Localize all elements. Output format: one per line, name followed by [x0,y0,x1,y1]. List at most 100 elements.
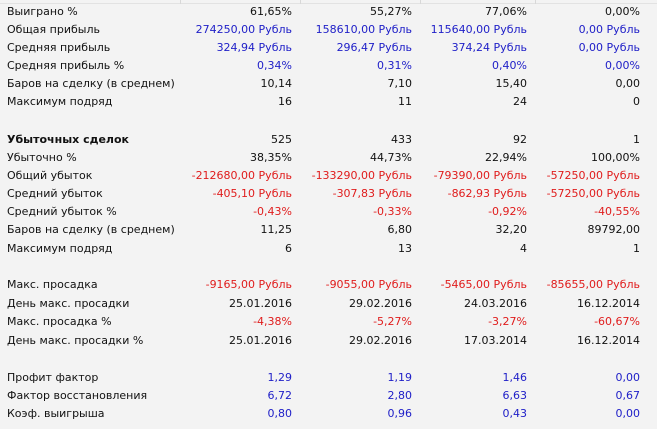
cell-value: 22,94% [485,151,527,164]
cell-value: 0,40% [492,59,527,72]
cell-value: 29.02.2016 [349,334,412,347]
cell-value: -3,27% [488,315,527,328]
cell-value: 0,43 [502,407,528,420]
cell-value: 38,35% [250,151,292,164]
cell-value: -0,92% [488,205,527,218]
cell-value: 0,00% [605,5,640,18]
cell-value: 24 [513,95,527,108]
cell-value: 0,80 [267,407,293,420]
cell-value: 6 [285,242,292,255]
cell-value: -4,38% [253,315,292,328]
table-row: Баров на сделку (в среднем) 10,14 7,10 15,4… [0,75,657,93]
row-label: Средний убыток [7,187,103,200]
cell-value: 25.01.2016 [229,297,292,310]
cell-value: 44,73% [370,151,412,164]
cell-value: 100,00% [591,151,640,164]
cell-value: 4 [520,242,527,255]
row-label: Средний убыток % [7,205,117,218]
cell-value: 2,80 [387,389,413,402]
cell-value: 6,72 [267,389,293,402]
cell-value: -9055,00 Рубль [325,278,412,291]
cell-value: 16.12.2014 [577,297,640,310]
cell-value: -9165,00 Рубль [205,278,292,291]
table-row: Выиграно % 61,65% 55,27% 77,06% 0,00% [0,3,657,21]
cell-value: 1,46 [502,371,528,384]
row-label: Убыточных сделок [7,133,130,146]
table-row: Убыточно % 38,35% 44,73% 22,94% 100,00% [0,149,657,167]
column-separator [180,0,181,4]
table-row: День макс. просадки % 25.01.2016 29.02.201… [0,332,657,350]
table-top-border [0,0,657,4]
cell-value: 61,65% [250,5,292,18]
cell-value: -862,93 Рубль [447,187,527,200]
cell-value: -133290,00 Рубль [311,169,412,182]
column-separator [420,0,421,4]
table-row: Максимум подряд 6 13 4 1 [0,240,657,258]
cell-value: 0,00 [615,371,641,384]
cell-value: 274250,00 Рубль [195,23,292,36]
row-label: Макс. просадка [7,278,98,291]
cell-value: -0,33% [373,205,412,218]
cell-value: 1,19 [387,371,413,384]
cell-value: -307,83 Рубль [332,187,412,200]
cell-value: 16 [278,95,292,108]
column-separator [300,0,301,4]
cell-value: 0 [633,95,640,108]
row-label: Профит фактор [7,371,99,384]
table-row: Общая прибыль 274250,00 Рубль 158610,00 Ру… [0,21,657,39]
cell-value: -405,10 Рубль [212,187,292,200]
cell-value: 32,20 [495,223,528,236]
cell-value: 11 [398,95,412,108]
table-row: Баров на сделку (в среднем) 11,25 6,80 32,2… [0,221,657,239]
cell-value: 29.02.2016 [349,297,412,310]
table-row: Общий убыток -212680,00 Рубль -133290,00 Р… [0,167,657,185]
cell-value: -57250,00 Рубль [546,169,640,182]
cell-value: 55,27% [370,5,412,18]
table-row: День макс. просадки 25.01.2016 29.02.2016 2… [0,295,657,313]
row-label: День макс. просадки % [7,334,144,347]
table-row: Макс. просадка -9165,00 Рубль -9055,00 Руб… [0,276,657,294]
row-label: Баров на сделку (в среднем) [7,223,175,236]
table-row: Максимум подряд 16 11 24 0 [0,93,657,111]
table-row: Средний убыток -405,10 Рубль -307,83 Рубль… [0,185,657,203]
cell-value: -5465,00 Рубль [440,278,527,291]
cell-value: 77,06% [485,5,527,18]
cell-value: 374,24 Рубль [451,41,527,54]
cell-value: 0,00 Рубль [578,23,640,36]
column-separator [535,0,536,4]
cell-value: 24.03.2016 [464,297,527,310]
cell-value: 324,94 Рубль [216,41,292,54]
cell-value: -5,27% [373,315,412,328]
cell-value: 1 [633,242,640,255]
table-row: Убыточных сделок 525 433 92 1 [0,131,657,149]
row-label: Общий убыток [7,169,93,182]
row-label: Макс. просадка % [7,315,112,328]
row-label: Коэф. выигрыша [7,407,105,420]
cell-value: 0,00 [615,77,641,90]
cell-value: -57250,00 Рубль [546,187,640,200]
cell-value: 158610,00 Рубль [315,23,412,36]
cell-value: 92 [513,133,527,146]
table-row: Средний убыток % -0,43% -0,33% -0,92% -40,55… [0,203,657,221]
cell-value: 0,00% [605,59,640,72]
cell-value: 11,25 [260,223,293,236]
cell-value: 25.01.2016 [229,334,292,347]
cell-value: 6,63 [502,389,528,402]
cell-value: 433 [391,133,412,146]
row-label: Максимум подряд [7,242,113,255]
cell-value: -79390,00 Рубль [433,169,527,182]
cell-value: -0,43% [253,205,292,218]
cell-value: 0,67 [615,389,641,402]
cell-value: 6,80 [387,223,413,236]
cell-value: 89792,00 [587,223,641,236]
row-label: Средняя прибыль % [7,59,125,72]
row-label: День макс. просадки [7,297,130,310]
table-row: Коэф. выигрыша 0,80 0,96 0,43 0,00 [0,405,657,423]
cell-value: 296,47 Рубль [336,41,412,54]
cell-value: -85655,00 Рубль [546,278,640,291]
cell-value: 0,31% [377,59,412,72]
row-label: Баров на сделку (в среднем) [7,77,175,90]
cell-value: 0,34% [257,59,292,72]
table-row: Профит фактор 1,29 1,19 1,46 0,00 [0,369,657,387]
cell-value: 10,14 [260,77,293,90]
